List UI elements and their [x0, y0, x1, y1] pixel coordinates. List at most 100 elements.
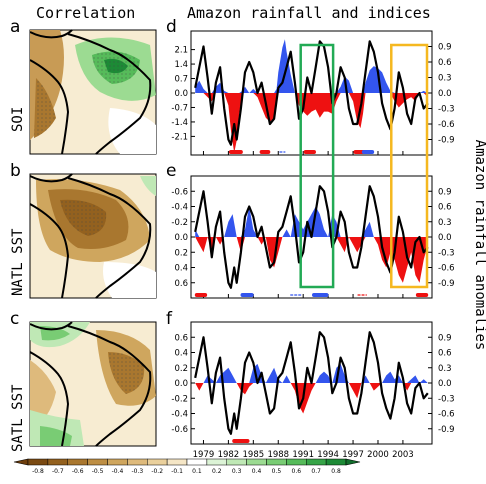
- left-tick-label: -0.2: [171, 218, 188, 228]
- left-tick-label: 2.1: [174, 46, 188, 56]
- rainfall-indices-header: Amazon rainfall and indices: [187, 4, 431, 22]
- colorbar-tick-label: -0.7: [52, 468, 64, 475]
- left-tick-label: 0.6: [174, 333, 188, 343]
- right-tick-label: -0.6: [438, 264, 455, 274]
- x-tick-label: 1997: [342, 450, 364, 460]
- right-tick-label: 0.3: [438, 74, 452, 84]
- colorbar: -0.8 -0.7 -0.6 -0.5 -0.4 -0.3 -0.2 -0.1 0.1 0.2 0.…: [13, 458, 361, 475]
- colorbar-tick-label: 0.5: [272, 468, 282, 475]
- colorbar-tick-label: 0.4: [252, 468, 262, 475]
- right-tick-label: 0.6: [438, 58, 452, 68]
- right-tick-label: -0.9: [438, 279, 455, 289]
- colorbar-tick-label: -0.3: [131, 468, 143, 475]
- left-tick-label: 0.6: [174, 279, 188, 289]
- colorbar-swatch: [266, 458, 287, 466]
- yellow-highlight-box: [390, 43, 429, 289]
- correlation-header: Correlation: [36, 4, 135, 22]
- panel-letter-d: d: [166, 17, 177, 37]
- right-tick-label: 0.0: [438, 379, 452, 389]
- map-panel-c: c SATL SST: [10, 309, 157, 452]
- left-tick-label: 0.7: [174, 75, 188, 85]
- left-tick-label: -0.2: [171, 394, 188, 404]
- map-label-natl-sst: NATL SST: [10, 228, 26, 296]
- colorbar-swatch: [306, 458, 327, 466]
- right-tick-label: -0.9: [438, 136, 455, 146]
- left-tick-label: 0.0: [174, 89, 188, 99]
- right-tick-label: 0.3: [438, 364, 452, 374]
- rainfall-line: [194, 40, 429, 146]
- x-tick-label: 1994: [317, 450, 339, 460]
- left-tick-label: -0.4: [171, 410, 188, 420]
- right-tick-label: 0.6: [438, 203, 452, 213]
- right-tick-label: 0.0: [438, 89, 452, 99]
- colorbar-tick-label: -0.4: [112, 468, 124, 475]
- panel-letter-c: c: [10, 309, 19, 329]
- colorbar-swatch: [246, 458, 267, 466]
- colorbar-swatch: [47, 458, 68, 466]
- map-satl-sst: [29, 321, 157, 447]
- right-tick-label: -0.6: [438, 120, 455, 130]
- right-tick-label: 0.3: [438, 218, 452, 228]
- x-tick-label: 1985: [243, 450, 265, 460]
- right-tick-label: -0.6: [438, 410, 455, 420]
- colorbar-tick-label: -0.6: [72, 468, 84, 475]
- colorbar-tick-label: -0.5: [92, 468, 104, 475]
- panel-letter-a: a: [10, 17, 20, 37]
- colorbar-swatch: [147, 458, 168, 466]
- colorbar-swatch: [27, 458, 49, 466]
- left-tick-label: 0.2: [174, 364, 188, 374]
- left-tick-label: -0.4: [171, 203, 188, 213]
- colorbar-swatch: [87, 458, 108, 466]
- left-tick-label: -0.6: [171, 425, 188, 435]
- left-tick-label: 0.4: [174, 264, 188, 274]
- right-tick-label: 0.9: [438, 333, 452, 343]
- rainfall-line: [194, 185, 429, 289]
- colorbar-swatch: [226, 458, 247, 466]
- left-tick-label: 0.4: [174, 349, 188, 359]
- panel-letter-f: f: [166, 309, 173, 329]
- rainfall-line: [194, 331, 429, 435]
- left-tick-label: -0.7: [171, 103, 188, 113]
- x-tick-label: 1988: [267, 450, 289, 460]
- colorbar-tick-label: -0.2: [151, 468, 163, 475]
- colorbar-swatch: [107, 458, 128, 466]
- colorbar-low-extend: [13, 458, 29, 466]
- colorbar-swatch: [206, 458, 227, 466]
- panel-letter-e: e: [166, 161, 176, 181]
- map-label-satl-sst: SATL SST: [10, 384, 26, 452]
- index-negative-area: [195, 383, 428, 414]
- index-positive-area: [195, 363, 428, 383]
- colorbar-swatch: [186, 458, 208, 466]
- right-tick-label: 0.9: [438, 43, 452, 53]
- x-tick-label: 1991: [292, 450, 314, 460]
- map-panel-a: a SOI: [10, 17, 157, 155]
- x-tick-label: 1982: [218, 450, 240, 460]
- left-tick-label: 0.0: [174, 379, 188, 389]
- panel-letter-b: b: [10, 161, 21, 181]
- left-tick-label: -1.4: [171, 118, 188, 128]
- x-tick-label: 1979: [193, 450, 215, 460]
- left-tick-label: -2.1: [171, 132, 188, 142]
- x-tick-label: 2000: [367, 450, 389, 460]
- left-tick-label: 0.0: [174, 233, 188, 243]
- right-tick-label: -0.3: [438, 248, 455, 258]
- right-tick-label: -0.3: [438, 394, 455, 404]
- left-tick-label: -0.6: [171, 187, 188, 197]
- colorbar-tick-label: 0.8: [331, 468, 341, 475]
- panel-e-plot: -0.6 -0.4 -0.2 0.0 0.2 0.4 0.6 0.9 0.6 0.3 0.0 -0.3…: [171, 175, 455, 299]
- green-highlight-box: [299, 43, 335, 289]
- colorbar-tick-label: 0.6: [292, 468, 302, 475]
- colorbar-high-extend: [345, 458, 361, 466]
- map-panel-b: b NATL SST: [10, 161, 157, 299]
- colorbar-tick-label: -0.8: [32, 468, 44, 475]
- colorbar-swatch: [325, 458, 347, 466]
- colorbar-swatch: [286, 458, 307, 466]
- panel-f-plot: 0.6 0.4 0.2 0.0 -0.2 -0.4 -0.6 0.9 0.6 0.3 0.0 -0.3…: [171, 321, 455, 460]
- colorbar-tick-label: 0.2: [212, 468, 222, 475]
- index-positive-area: [195, 206, 428, 237]
- right-tick-label: 0.6: [438, 349, 452, 359]
- colorbar-swatch: [127, 458, 148, 466]
- right-tick-label: 0.9: [438, 187, 452, 197]
- left-tick-label: 1.4: [174, 60, 188, 70]
